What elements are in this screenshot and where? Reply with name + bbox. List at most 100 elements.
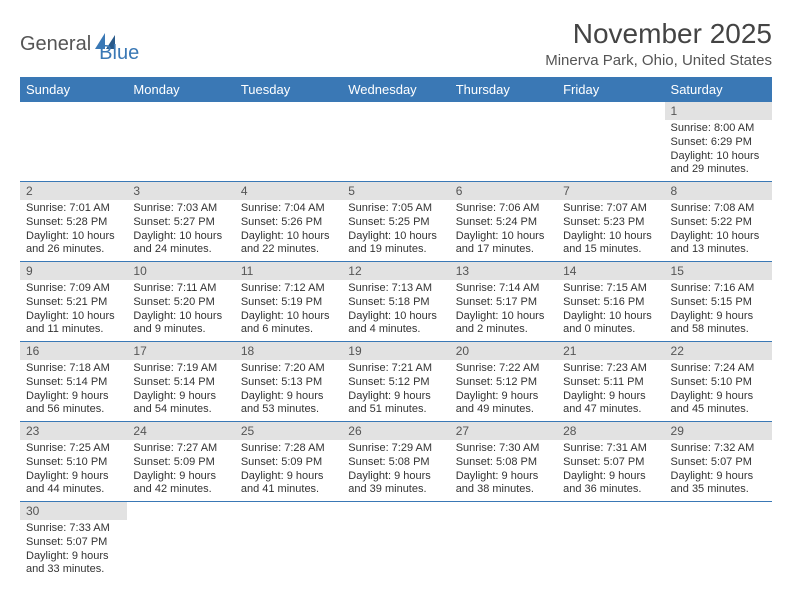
day-line: Sunset: 5:23 PM bbox=[563, 216, 658, 230]
day-content: Sunrise: 7:31 AMSunset: 5:07 PMDaylight:… bbox=[557, 440, 664, 501]
day-line: Sunrise: 7:16 AM bbox=[671, 282, 766, 296]
day-line: Sunrise: 7:31 AM bbox=[563, 442, 658, 456]
day-line: Sunrise: 7:21 AM bbox=[348, 362, 443, 376]
day-line: Sunrise: 8:00 AM bbox=[671, 122, 766, 136]
day-line: Sunrise: 7:18 AM bbox=[26, 362, 121, 376]
day-line: Sunrise: 7:05 AM bbox=[348, 202, 443, 216]
day-line: Daylight: 9 hours bbox=[133, 390, 228, 404]
calendar-cell: 20Sunrise: 7:22 AMSunset: 5:12 PMDayligh… bbox=[450, 342, 557, 422]
day-line: Sunrise: 7:32 AM bbox=[671, 442, 766, 456]
calendar-cell: 26Sunrise: 7:29 AMSunset: 5:08 PMDayligh… bbox=[342, 422, 449, 502]
day-content: Sunrise: 7:28 AMSunset: 5:09 PMDaylight:… bbox=[235, 440, 342, 501]
day-content: Sunrise: 7:08 AMSunset: 5:22 PMDaylight:… bbox=[665, 200, 772, 261]
day-content: Sunrise: 7:18 AMSunset: 5:14 PMDaylight:… bbox=[20, 360, 127, 421]
day-line: Sunset: 5:26 PM bbox=[241, 216, 336, 230]
weekday-header: Thursday bbox=[450, 77, 557, 102]
day-line: Sunrise: 7:15 AM bbox=[563, 282, 658, 296]
day-number: 11 bbox=[235, 262, 342, 280]
calendar-cell: 12Sunrise: 7:13 AMSunset: 5:18 PMDayligh… bbox=[342, 262, 449, 342]
calendar-cell: 25Sunrise: 7:28 AMSunset: 5:09 PMDayligh… bbox=[235, 422, 342, 502]
day-line: Daylight: 10 hours bbox=[671, 150, 766, 164]
day-line: Daylight: 9 hours bbox=[241, 390, 336, 404]
day-number: 30 bbox=[20, 502, 127, 520]
day-number: 16 bbox=[20, 342, 127, 360]
day-line: Daylight: 9 hours bbox=[348, 390, 443, 404]
day-line: Sunset: 5:16 PM bbox=[563, 296, 658, 310]
day-number: 13 bbox=[450, 262, 557, 280]
calendar-cell: 16Sunrise: 7:18 AMSunset: 5:14 PMDayligh… bbox=[20, 342, 127, 422]
day-line: and 29 minutes. bbox=[671, 163, 766, 177]
day-line: Daylight: 9 hours bbox=[563, 390, 658, 404]
weekday-header: Wednesday bbox=[342, 77, 449, 102]
day-line: Sunrise: 7:12 AM bbox=[241, 282, 336, 296]
day-line: and 44 minutes. bbox=[26, 483, 121, 497]
calendar-cell: 2Sunrise: 7:01 AMSunset: 5:28 PMDaylight… bbox=[20, 182, 127, 262]
day-line: Sunrise: 7:09 AM bbox=[26, 282, 121, 296]
weekday-header: Monday bbox=[127, 77, 234, 102]
day-content: Sunrise: 7:22 AMSunset: 5:12 PMDaylight:… bbox=[450, 360, 557, 421]
day-number: 14 bbox=[557, 262, 664, 280]
day-line: Sunset: 5:13 PM bbox=[241, 376, 336, 390]
day-number: 27 bbox=[450, 422, 557, 440]
calendar-cell bbox=[20, 102, 127, 182]
day-line: Sunrise: 7:11 AM bbox=[133, 282, 228, 296]
day-content: Sunrise: 7:23 AMSunset: 5:11 PMDaylight:… bbox=[557, 360, 664, 421]
day-line: Sunrise: 7:29 AM bbox=[348, 442, 443, 456]
day-number: 2 bbox=[20, 182, 127, 200]
day-line: Daylight: 10 hours bbox=[133, 230, 228, 244]
day-line: and 2 minutes. bbox=[456, 323, 551, 337]
day-line: and 42 minutes. bbox=[133, 483, 228, 497]
day-number: 5 bbox=[342, 182, 449, 200]
day-line: Sunrise: 7:03 AM bbox=[133, 202, 228, 216]
day-line: Sunset: 5:11 PM bbox=[563, 376, 658, 390]
weekday-header: Sunday bbox=[20, 77, 127, 102]
day-line: Sunset: 5:07 PM bbox=[26, 536, 121, 550]
day-number: 6 bbox=[450, 182, 557, 200]
calendar-cell bbox=[557, 102, 664, 182]
day-content: Sunrise: 7:24 AMSunset: 5:10 PMDaylight:… bbox=[665, 360, 772, 421]
day-content: Sunrise: 7:13 AMSunset: 5:18 PMDaylight:… bbox=[342, 280, 449, 341]
day-line: Daylight: 9 hours bbox=[26, 470, 121, 484]
calendar-cell: 19Sunrise: 7:21 AMSunset: 5:12 PMDayligh… bbox=[342, 342, 449, 422]
day-line: Daylight: 10 hours bbox=[348, 230, 443, 244]
day-line: Sunrise: 7:33 AM bbox=[26, 522, 121, 536]
day-line: and 22 minutes. bbox=[241, 243, 336, 257]
day-content: Sunrise: 7:01 AMSunset: 5:28 PMDaylight:… bbox=[20, 200, 127, 261]
calendar-cell: 14Sunrise: 7:15 AMSunset: 5:16 PMDayligh… bbox=[557, 262, 664, 342]
day-line: Sunrise: 7:19 AM bbox=[133, 362, 228, 376]
title-block: November 2025 Minerva Park, Ohio, United… bbox=[545, 18, 772, 69]
weekday-header: Saturday bbox=[665, 77, 772, 102]
day-line: Sunset: 5:10 PM bbox=[671, 376, 766, 390]
day-content: Sunrise: 7:04 AMSunset: 5:26 PMDaylight:… bbox=[235, 200, 342, 261]
calendar-cell: 17Sunrise: 7:19 AMSunset: 5:14 PMDayligh… bbox=[127, 342, 234, 422]
calendar-cell: 15Sunrise: 7:16 AMSunset: 5:15 PMDayligh… bbox=[665, 262, 772, 342]
calendar-cell: 18 Sunrise: 7:20 AMSunset: 5:13 PMDayligh… bbox=[235, 342, 342, 422]
day-line: and 11 minutes. bbox=[26, 323, 121, 337]
day-line: and 26 minutes. bbox=[26, 243, 121, 257]
day-line: Sunset: 5:24 PM bbox=[456, 216, 551, 230]
day-content: Sunrise: 7:09 AMSunset: 5:21 PMDaylight:… bbox=[20, 280, 127, 341]
day-line: Sunrise: 7:23 AM bbox=[563, 362, 658, 376]
day-line: Sunset: 5:14 PM bbox=[26, 376, 121, 390]
day-number: 29 bbox=[665, 422, 772, 440]
calendar-cell: 10Sunrise: 7:11 AMSunset: 5:20 PMDayligh… bbox=[127, 262, 234, 342]
day-line: Sunrise: 7:04 AM bbox=[241, 202, 336, 216]
day-number: 3 bbox=[127, 182, 234, 200]
logo-text-general: General bbox=[20, 33, 91, 56]
day-line: and 13 minutes. bbox=[671, 243, 766, 257]
day-line: Sunrise: 7:20 AM bbox=[241, 362, 336, 376]
day-line: Sunset: 5:17 PM bbox=[456, 296, 551, 310]
day-line: and 35 minutes. bbox=[671, 483, 766, 497]
day-line: Sunrise: 7:22 AM bbox=[456, 362, 551, 376]
day-number: 18 bbox=[235, 342, 342, 360]
day-line: and 17 minutes. bbox=[456, 243, 551, 257]
calendar-head: SundayMondayTuesdayWednesdayThursdayFrid… bbox=[20, 77, 772, 102]
day-content: Sunrise: 7:11 AMSunset: 5:20 PMDaylight:… bbox=[127, 280, 234, 341]
day-line: Sunset: 5:09 PM bbox=[241, 456, 336, 470]
day-line: Sunset: 5:28 PM bbox=[26, 216, 121, 230]
day-line: Daylight: 9 hours bbox=[456, 470, 551, 484]
day-number: 28 bbox=[557, 422, 664, 440]
day-line: Sunrise: 7:30 AM bbox=[456, 442, 551, 456]
day-line: Sunrise: 7:01 AM bbox=[26, 202, 121, 216]
day-line: Sunset: 5:19 PM bbox=[241, 296, 336, 310]
